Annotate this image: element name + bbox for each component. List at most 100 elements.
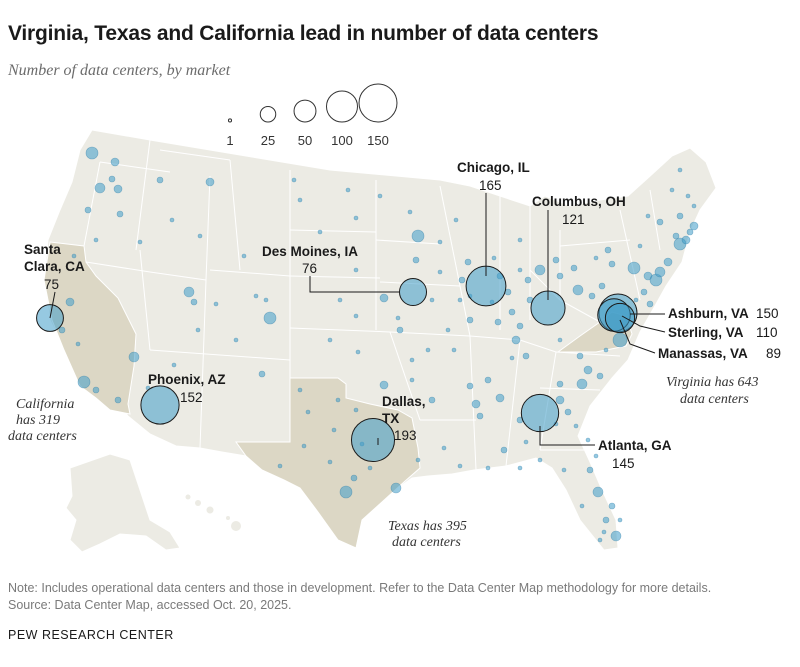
market-bubble [464,258,472,266]
market-bubble [411,229,425,243]
market-bubble [612,332,628,348]
market-bubble [114,396,122,404]
note-text: Note: Includes operational data centers … [8,581,712,595]
leader-lines [49,193,666,446]
label-manassas: Manassas, VA [658,346,748,361]
market-bubble [407,209,413,215]
market-bubble [552,256,560,264]
market-bubble [353,313,359,319]
market-bubble [65,297,75,307]
note-california-line2: has 319 [16,413,60,428]
brand-logo-text: PEW RESEARCH CENTER [8,628,174,642]
market-bubble [92,386,100,394]
market-bubble [656,218,664,226]
label-atlanta: Atlanta, GA [598,438,672,453]
bubble-manassas-va [604,302,636,334]
market-bubble [297,197,303,203]
market-bubble [645,213,651,219]
market-bubble [335,397,341,403]
market-labels: Santa Clara, CA 75 Phoenix, AZ 152 Des M… [24,160,781,471]
alaska-shape [65,453,181,553]
market-bubble [305,409,311,415]
market-bubble [509,355,515,361]
market-bubble [412,256,420,264]
bubble-phoenix-az [140,385,180,425]
market-bubble [327,337,333,343]
market-bubble [233,337,239,343]
note-texas-line2: data centers [392,535,461,550]
market-bubble [437,239,443,245]
market-bubble [379,380,389,390]
market-bubble [263,311,277,325]
market-bubble [524,276,532,284]
market-bubble [58,326,66,334]
market-bubble [537,457,543,463]
market-bubble [691,203,697,209]
market-bubble [169,217,175,223]
market-bubble [77,375,91,389]
market-bubble [337,297,343,303]
market-bubble [522,352,530,360]
label-atlanta-value: 145 [612,456,635,471]
market-bubble [617,517,623,523]
market-bubble [669,187,675,193]
market-bubble [331,427,337,433]
market-bubble [484,376,492,384]
market-bubble [495,393,505,403]
label-chicago-value: 165 [479,178,502,193]
market-bubble [277,463,283,469]
market-bubble [116,210,124,218]
market-bubble [171,362,177,368]
market-bubble [534,264,546,276]
note-virginia-line2: data centers [680,392,749,407]
note-california-line3: data centers [8,429,77,444]
market-bubble [190,298,198,306]
market-bubble [511,335,521,345]
note-california-line1: California [16,397,74,412]
label-santa-clara-value: 75 [44,277,59,292]
market-bubble [593,255,599,261]
market-bubble [672,232,680,240]
note-virginia-line1: Virginia has 643 [666,375,759,390]
market-bubble [603,347,609,353]
state-notes: California has 319 data centers Texas ha… [8,375,759,550]
market-bubble [608,502,616,510]
market-bubble [377,193,383,199]
legend-label-100: 100 [331,133,353,148]
market-bubble [608,260,616,268]
market-bubble [491,255,497,261]
legend-circle-100 [326,90,358,123]
market-bubble [94,182,106,194]
label-ashburn-value: 150 [756,306,779,321]
label-dallas-line1: Dallas, [382,394,426,409]
label-columbus-value: 121 [562,212,585,227]
bubble-dallas-tx [350,417,396,463]
market-bubble [428,396,436,404]
label-santa-clara-line1: Santa [24,242,61,257]
market-bubble [597,537,603,543]
market-bubble [500,446,508,454]
label-des-moines-value: 76 [302,261,317,276]
california-shape [43,241,137,415]
market-bubble [570,264,578,272]
market-bubble [556,272,564,280]
legend-label-150: 150 [367,133,389,148]
market-bubble [350,474,358,482]
market-bubble [585,437,591,443]
market-bubble [458,276,466,284]
market-bubble [604,246,612,254]
market-bubble [113,184,123,194]
market-bubble [390,482,402,494]
market-bubble [555,395,565,405]
market-bubble [253,293,259,299]
market-bubble [640,288,648,296]
market-bubble [508,308,516,316]
label-dallas-value: 193 [394,428,417,443]
market-bubble [476,412,484,420]
market-bubble [681,235,691,245]
market-bubble [572,284,584,296]
market-bubble [646,300,654,308]
market-bubble [291,177,297,183]
market-bubble [583,365,593,375]
